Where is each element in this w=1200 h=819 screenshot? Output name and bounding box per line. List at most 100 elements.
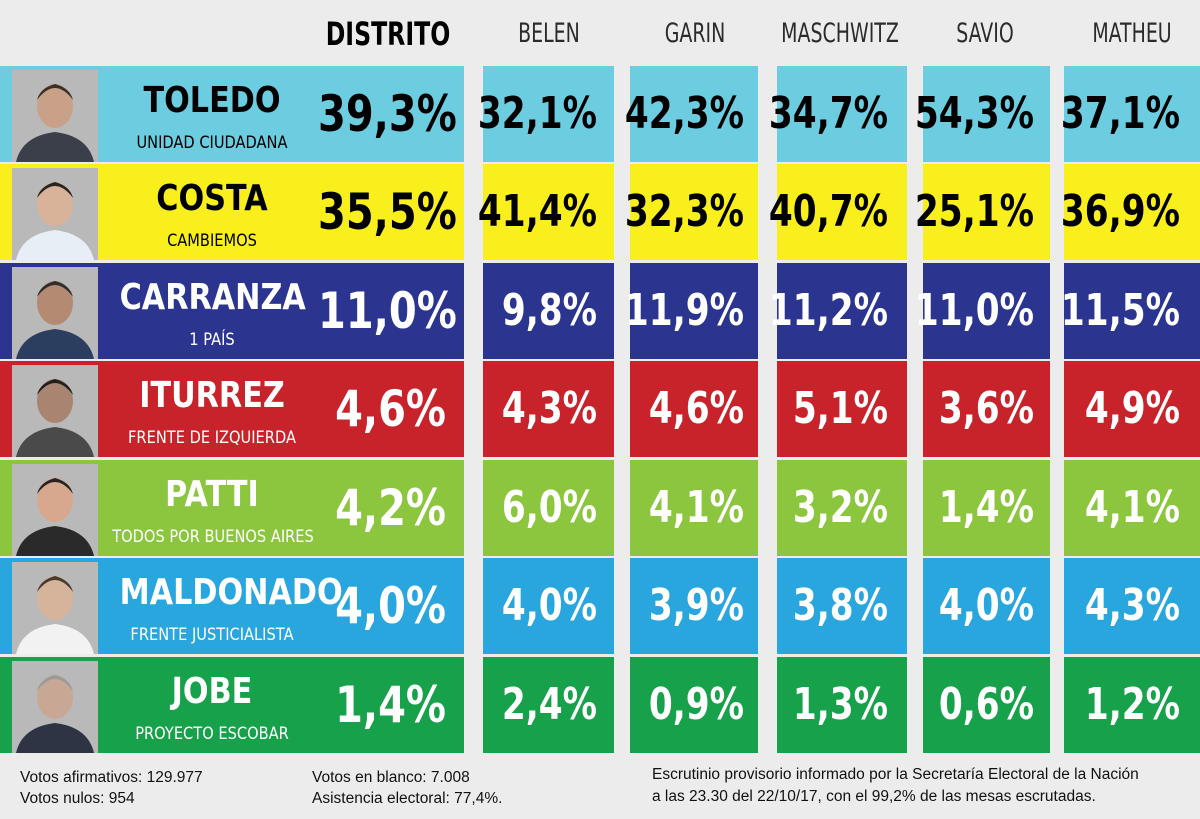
distrito-percentage: 35,5%: [318, 183, 457, 241]
distrito-percentage: 11,0%: [318, 282, 457, 340]
locality-cell-bg: [1064, 657, 1200, 753]
locality-percentage-belen: 2,4%: [501, 679, 597, 730]
locality-cell-bg: [1064, 361, 1200, 457]
locality-percentage-maschwitz: 5,1%: [792, 383, 888, 434]
candidate-name: COSTA: [156, 178, 268, 219]
votos-afirmativos: Votos afirmativos: 129.977: [20, 769, 203, 786]
locality-cell-bg: [923, 164, 1050, 260]
locality-percentage-belen: 4,3%: [501, 383, 597, 434]
locality-percentage-garin: 11,9%: [624, 285, 744, 336]
locality-cell-bg: [923, 263, 1050, 359]
locality-cell-bg: [483, 66, 614, 162]
votos-nulos: Votos nulos: 954: [20, 790, 135, 807]
candidate-party: FRENTE JUSTICIALISTA: [130, 625, 294, 645]
candidate-row-costa: COSTA CAMBIEMOS 35,5% 41,4% 32,3% 40,7% 25,1% 3…: [0, 164, 1200, 260]
locality-cell-bg: [483, 164, 614, 260]
locality-percentage-matheu: 37,1%: [1060, 88, 1180, 139]
locality-cell-bg: [630, 460, 758, 556]
locality-cell-bg: [483, 657, 614, 753]
distrito-percentage: 39,3%: [318, 85, 457, 143]
candidate-photo: [12, 365, 98, 457]
locality-cell-bg: [923, 66, 1050, 162]
locality-percentage-matheu: 11,5%: [1060, 285, 1180, 336]
locality-cell-bg: [1064, 460, 1200, 556]
candidate-row-carranza: CARRANZA 1 PAÍS 11,0% 9,8% 11,9% 11,2% 11,0% 11…: [0, 263, 1200, 359]
locality-cell-bg: [630, 263, 758, 359]
distrito-percentage: 1,4%: [335, 676, 446, 734]
candidate-party: FRENTE DE IZQUIERDA: [128, 428, 296, 448]
header-belen: BELEN: [518, 18, 580, 49]
candidate-photo: [12, 70, 98, 162]
candidate-name: JOBE: [171, 671, 253, 712]
locality-cell-bg: [483, 460, 614, 556]
locality-cell-bg: [630, 657, 758, 753]
locality-percentage-maschwitz: 3,8%: [792, 580, 888, 631]
locality-percentage-garin: 3,9%: [648, 580, 744, 631]
escrutinio-line-2: a las 23.30 del 22/10/17, con el 99,2% d…: [652, 788, 1096, 805]
candidate-name: MALDONADO: [119, 572, 343, 613]
candidate-photo: [12, 168, 98, 260]
locality-cell-bg: [483, 558, 614, 654]
candidate-row-iturrez: ITURREZ FRENTE DE IZQUIERDA 4,6% 4,3% 4,6% 5,…: [0, 361, 1200, 457]
locality-cell-bg: [777, 460, 907, 556]
locality-cell-bg: [483, 361, 614, 457]
locality-percentage-garin: 4,1%: [648, 482, 744, 533]
locality-percentage-savio: 1,4%: [938, 482, 1034, 533]
locality-percentage-savio: 0,6%: [938, 679, 1034, 730]
locality-percentage-garin: 4,6%: [648, 383, 744, 434]
locality-percentage-garin: 0,9%: [648, 679, 744, 730]
header-distrito: DISTRITO: [325, 15, 451, 53]
locality-cell-bg: [630, 66, 758, 162]
candidate-party: PROYECTO ESCOBAR: [135, 724, 289, 744]
candidate-photo: [12, 661, 98, 753]
candidate-name: CARRANZA: [119, 277, 306, 318]
locality-cell-bg: [923, 361, 1050, 457]
candidate-row-maldonado: MALDONADO FRENTE JUSTICIALISTA 4,0% 4,0% 3,9…: [0, 558, 1200, 654]
candidate-row-patti: PATTI TODOS POR BUENOS AIRES 4,2% 6,0% 4,1% 3…: [0, 460, 1200, 556]
locality-cell-bg: [777, 164, 907, 260]
locality-percentage-garin: 42,3%: [624, 88, 744, 139]
locality-percentage-matheu: 4,9%: [1084, 383, 1180, 434]
candidate-photo: [12, 267, 98, 359]
candidate-party: CAMBIEMOS: [167, 231, 257, 251]
locality-percentage-matheu: 36,9%: [1060, 186, 1180, 237]
locality-cell-bg: [630, 164, 758, 260]
locality-cell-bg: [1064, 164, 1200, 260]
candidate-row-toledo: TOLEDO UNIDAD CIUDADANA 39,3% 32,1% 42,3% 34,…: [0, 66, 1200, 162]
candidate-row-jobe: JOBE PROYECTO ESCOBAR 1,4% 2,4% 0,9% 1,3% 0,6%…: [0, 657, 1200, 753]
locality-percentage-belen: 6,0%: [501, 482, 597, 533]
locality-cell-bg: [1064, 263, 1200, 359]
locality-percentage-belen: 41,4%: [477, 186, 597, 237]
candidate-name: ITURREZ: [139, 375, 285, 416]
locality-cell-bg: [777, 558, 907, 654]
candidate-party: TODOS POR BUENOS AIRES: [112, 527, 314, 547]
locality-percentage-savio: 4,0%: [938, 580, 1034, 631]
locality-percentage-maschwitz: 34,7%: [768, 88, 888, 139]
distrito-percentage: 4,0%: [335, 577, 446, 635]
locality-cell-bg: [777, 66, 907, 162]
votos-blanco: Votos en blanco: 7.008: [312, 769, 470, 786]
locality-percentage-matheu: 1,2%: [1084, 679, 1180, 730]
header-matheu: MATHEU: [1092, 18, 1172, 49]
locality-percentage-belen: 32,1%: [477, 88, 597, 139]
locality-percentage-maschwitz: 11,2%: [768, 285, 888, 336]
locality-percentage-matheu: 4,3%: [1084, 580, 1180, 631]
locality-cell-bg: [923, 558, 1050, 654]
candidate-name: TOLEDO: [143, 80, 281, 121]
asistencia-electoral: Asistencia electoral: 77,4%.: [312, 790, 503, 807]
locality-percentage-maschwitz: 3,2%: [792, 482, 888, 533]
locality-percentage-belen: 4,0%: [501, 580, 597, 631]
locality-percentage-matheu: 4,1%: [1084, 482, 1180, 533]
locality-cell-bg: [483, 263, 614, 359]
candidate-party: 1 PAÍS: [189, 330, 235, 350]
header-garin: GARIN: [664, 18, 726, 49]
locality-cell-bg: [1064, 558, 1200, 654]
locality-percentage-savio: 3,6%: [938, 383, 1034, 434]
locality-cell-bg: [630, 361, 758, 457]
locality-percentage-maschwitz: 40,7%: [768, 186, 888, 237]
locality-cell-bg: [777, 361, 907, 457]
locality-cell-bg: [777, 657, 907, 753]
candidate-photo: [12, 464, 98, 556]
candidate-name: PATTI: [165, 474, 259, 515]
locality-cell-bg: [923, 460, 1050, 556]
